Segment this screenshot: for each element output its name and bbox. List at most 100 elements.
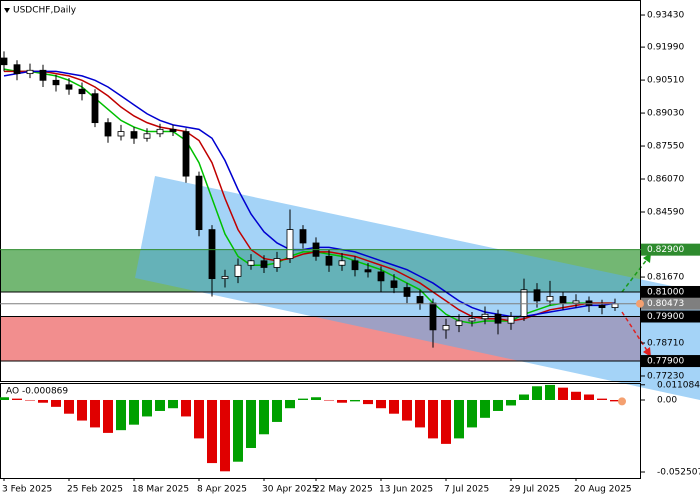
candle-body (546, 296, 554, 302)
candle-body (39, 69, 47, 81)
ao-bar (376, 399, 386, 409)
ao-bar (506, 399, 516, 406)
candle-body (299, 229, 307, 244)
level-label-box (641, 355, 700, 368)
candle-body (234, 264, 242, 277)
y-tick-label: 0.86070 (647, 175, 684, 185)
candle-body (169, 128, 177, 132)
candle-body (598, 304, 606, 308)
y-tick-label: 0.81670 (647, 273, 684, 283)
y-tick-label: 0.91990 (647, 43, 684, 53)
candle-body (156, 128, 164, 135)
candle-body (273, 258, 281, 268)
candle-body (221, 275, 229, 280)
ao-tick-label: 0.011084 (657, 380, 700, 390)
candle-body (286, 229, 294, 259)
candle-body (117, 131, 125, 137)
y-tick-label: 0.87550 (647, 142, 684, 152)
ao-bar (129, 399, 139, 425)
candle-body (390, 280, 398, 288)
ao-bar (207, 399, 217, 464)
up-arrow (621, 257, 649, 293)
ao-bar (103, 399, 113, 433)
level-label-box (641, 243, 700, 256)
ao-bar (272, 399, 282, 422)
ao-bar (168, 399, 178, 409)
ao-bar (51, 399, 61, 407)
ao-tick-label: 0.00 (657, 395, 677, 405)
title-icon (4, 8, 10, 13)
ao-panel-frame (0, 383, 641, 479)
candle-body (104, 122, 112, 137)
candle-body (520, 289, 528, 317)
ao-bar (402, 399, 412, 421)
candle-body (52, 79, 60, 86)
ao-bar (467, 399, 477, 428)
candle-body (208, 229, 216, 280)
ao-bar (532, 386, 542, 400)
level-label-box (641, 285, 700, 298)
candle-body (247, 260, 255, 266)
ao-bar (441, 399, 451, 444)
candle-body (416, 296, 424, 304)
y-tick-label: 0.77230 (647, 371, 684, 381)
candle-body (78, 88, 86, 95)
ao-bar (324, 399, 334, 401)
down-arrow (621, 311, 649, 353)
ao-bar (571, 391, 581, 400)
ao-bar (181, 399, 191, 417)
y-tick-label: 0.89030 (647, 109, 684, 119)
ao-tick-label: -0.052507 (657, 468, 700, 478)
ao-bar (64, 399, 74, 414)
level-label: 0.82900 (647, 245, 684, 255)
x-tick-label: 25 Feb 2025 (67, 485, 123, 495)
candle-body (26, 69, 34, 75)
x-tick-label: 13 Jun 2025 (379, 485, 433, 495)
y-tick-label: 0.90510 (647, 76, 684, 86)
ao-bar (350, 399, 360, 402)
ao-bar (584, 394, 594, 400)
candle-body (572, 300, 580, 304)
ao-current-dot (618, 397, 626, 406)
candle-body (507, 316, 515, 324)
ao-bar (220, 399, 230, 472)
ao-bar (597, 398, 607, 400)
ao-bar (493, 399, 503, 411)
x-tick-label: 8 Apr 2025 (197, 485, 247, 495)
ao-bar (142, 399, 152, 417)
candle-body (377, 271, 385, 282)
x-tick-label: 22 May 2025 (314, 485, 373, 495)
candle-body (351, 260, 359, 271)
ao-bar (38, 399, 48, 403)
ao-bar (545, 384, 555, 400)
ao-bar (233, 399, 243, 462)
x-tick-label: 29 Jul 2025 (509, 485, 560, 495)
ao-bar (337, 399, 347, 403)
ao-bar (454, 399, 464, 439)
level-label: 0.80473 (647, 299, 684, 309)
x-tick-label: 7 Jul 2025 (444, 485, 489, 495)
x-tick-label: 3 Feb 2025 (2, 485, 52, 495)
ao-bar (298, 398, 308, 400)
x-tick-label: 30 Apr 2025 (262, 485, 318, 495)
ao-bar (194, 399, 204, 439)
candle-body (533, 289, 541, 302)
candle-body (338, 260, 346, 266)
candle-body (585, 300, 593, 306)
candle-body (442, 325, 450, 331)
y-tick-label: 0.84590 (647, 207, 684, 217)
y-tick-label: 0.78710 (647, 339, 684, 349)
level-label-box (641, 297, 700, 310)
price-panel-frame (0, 0, 641, 382)
ao-bar (480, 399, 490, 418)
ao-bar (428, 399, 438, 439)
ao-bar (285, 399, 295, 409)
level-label: 0.77900 (647, 357, 684, 367)
level-label-box (641, 310, 700, 323)
ao-bar (558, 387, 568, 400)
candle-body (13, 64, 21, 75)
x-tick-label: 20 Aug 2025 (574, 485, 632, 495)
ao-bar (259, 399, 269, 435)
candle-body (455, 320, 463, 326)
